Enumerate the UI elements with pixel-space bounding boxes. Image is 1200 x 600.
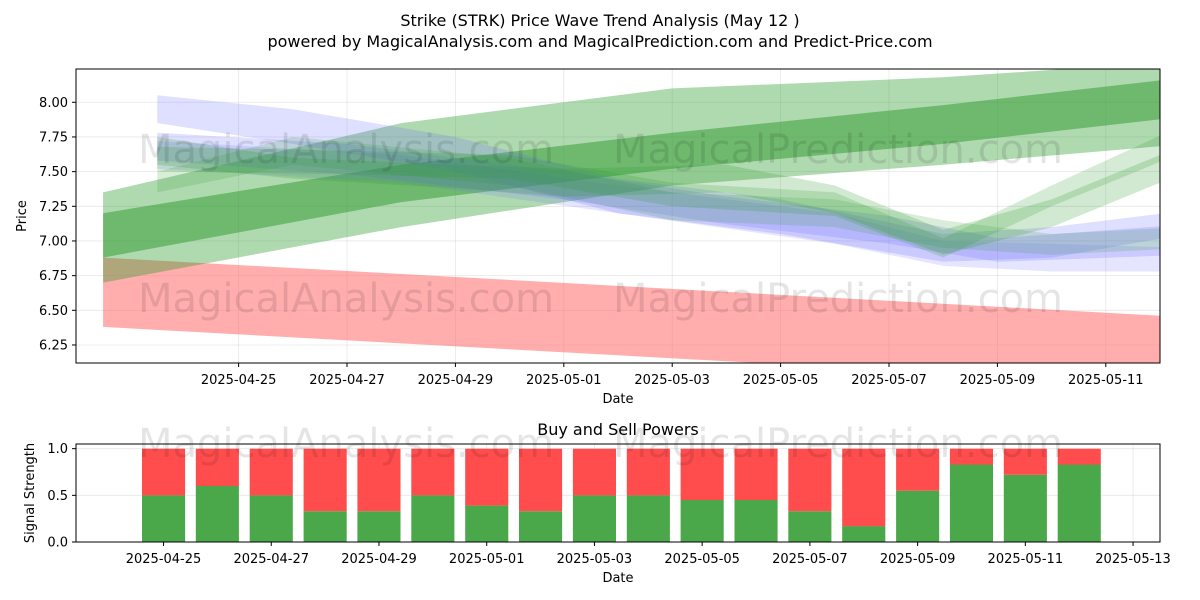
sell-power-bar — [626, 448, 670, 496]
blue-wave-band — [157, 95, 1160, 262]
buy-power-bar — [680, 500, 724, 542]
buy-power-bar — [357, 511, 401, 542]
buy-power-bar — [572, 495, 616, 542]
sell-power-bar — [411, 448, 455, 496]
price-x-tick-label: 2025-05-07 — [851, 373, 927, 388]
price-x-tick-label: 2025-04-27 — [309, 373, 385, 388]
signal-y-tick-label: 0.5 — [47, 489, 68, 504]
signal-x-tick-label: 2025-05-09 — [880, 552, 956, 567]
price-x-tick-label: 2025-05-11 — [1068, 373, 1144, 388]
price-plot-frame — [75, 68, 1161, 364]
buy-power-bar — [626, 495, 670, 542]
watermark-top-right: MagicalPrediction.com — [613, 127, 1063, 173]
green-wave-band — [157, 135, 1160, 258]
signal-x-tick-label: 2025-04-29 — [341, 552, 417, 567]
price-x-tick-label: 2025-05-09 — [960, 373, 1036, 388]
red-wave-band — [103, 257, 1160, 363]
price-y-tick-label: 7.75 — [39, 130, 68, 145]
price-y-tick-label: 7.50 — [39, 165, 68, 180]
signal-y-tick-label: 0.0 — [47, 536, 68, 551]
price-y-tick-label: 7.25 — [39, 200, 68, 215]
price-y-tick-label: 8.00 — [39, 96, 68, 111]
blue-wave-band — [157, 141, 1160, 272]
signal-plot-frame — [75, 443, 1161, 543]
signal-axis-ticks: 2025-04-25 2025-04-27 2025-04-29 2025-05-01… — [47, 442, 1171, 567]
buy-power-bar — [195, 486, 239, 542]
signal-x-tick-label: 2025-04-25 — [126, 552, 202, 567]
price-bands — [103, 69, 1160, 363]
signal-x-tick-label: 2025-05-07 — [772, 552, 848, 567]
sell-power-bar — [303, 448, 347, 512]
buy-power-bar — [734, 500, 778, 542]
title-line-1: Strike (STRK) Price Wave Trend Analysis … — [400, 11, 799, 30]
signal-x-tick-label: 2025-05-01 — [449, 552, 525, 567]
price-y-tick-label: 7.00 — [39, 234, 68, 249]
price-x-tick-label: 2025-05-01 — [526, 373, 602, 388]
price-x-tick-label: 2025-05-03 — [634, 373, 710, 388]
price-y-tick-label: 6.75 — [39, 269, 68, 284]
price-x-tick-label: 2025-05-05 — [743, 373, 819, 388]
sell-power-bar — [788, 448, 832, 512]
buy-power-bar — [949, 464, 993, 542]
signal-bars — [142, 448, 1101, 542]
signal-chart-title: Buy and Sell Powers — [537, 420, 699, 439]
title-line-2: powered by MagicalAnalysis.com and Magic… — [267, 32, 932, 51]
sell-power-bar — [842, 448, 886, 527]
sell-power-bar — [949, 448, 993, 465]
sell-power-bar — [572, 448, 616, 496]
buy-power-bar — [303, 511, 347, 542]
buy-power-bar — [896, 490, 940, 542]
sell-power-bar — [519, 448, 563, 512]
buy-power-bar — [142, 495, 186, 542]
price-chart: MagicalAnalysis.com MagicalPrediction.co… — [15, 68, 1161, 407]
signal-x-tick-label: 2025-05-05 — [664, 552, 740, 567]
sell-power-bar — [734, 448, 778, 500]
signal-y-axis-label: Signal Strength — [23, 443, 38, 543]
signal-x-tick-label: 2025-05-11 — [988, 552, 1064, 567]
price-y-tick-label: 6.50 — [39, 304, 68, 319]
signal-y-tick-label: 1.0 — [47, 442, 68, 457]
sell-power-bar — [1003, 448, 1047, 475]
buy-power-bar — [842, 526, 886, 542]
buy-power-bar — [1003, 474, 1047, 542]
signal-x-axis-label: Date — [602, 571, 633, 586]
buy-power-bar — [519, 511, 563, 542]
watermark-top-left: MagicalAnalysis.com — [138, 127, 554, 173]
price-x-tick-label: 2025-04-25 — [201, 373, 277, 388]
sell-power-bar — [896, 448, 940, 491]
watermark-mid-left: MagicalAnalysis.com — [138, 276, 554, 322]
green-wave-band — [157, 137, 1160, 255]
sell-power-bar — [1057, 448, 1101, 465]
price-y-axis-label: Price — [15, 200, 30, 232]
signal-x-tick-label: 2025-04-27 — [233, 552, 309, 567]
signal-chart: Buy and Sell Powers MagicalAnalysis.com … — [23, 420, 1171, 586]
green-wave-band — [103, 80, 1160, 258]
sell-power-bar — [465, 448, 509, 506]
price-axis-ticks: 2025-04-25 2025-04-27 2025-04-29 2025-05-01… — [39, 96, 1144, 388]
green-wave-band — [157, 137, 1160, 255]
buy-power-bar — [788, 511, 832, 542]
sell-power-bar — [142, 448, 186, 496]
price-y-tick-label: 6.25 — [39, 338, 68, 353]
buy-power-bar — [465, 505, 509, 542]
blue-wave-band — [157, 132, 1160, 262]
watermark-mid-right: MagicalPrediction.com — [613, 276, 1063, 322]
price-x-tick-label: 2025-04-29 — [418, 373, 494, 388]
signal-x-tick-label: 2025-05-03 — [557, 552, 633, 567]
sell-power-bar — [357, 448, 401, 512]
signal-x-tick-label: 2025-05-13 — [1095, 552, 1171, 567]
sell-power-bar — [195, 448, 239, 486]
sell-power-bar — [249, 448, 293, 496]
buy-power-bar — [1057, 464, 1101, 542]
buy-power-bar — [249, 495, 293, 542]
price-x-axis-label: Date — [602, 392, 633, 407]
sell-power-bar — [680, 448, 724, 500]
buy-power-bar — [411, 495, 455, 542]
